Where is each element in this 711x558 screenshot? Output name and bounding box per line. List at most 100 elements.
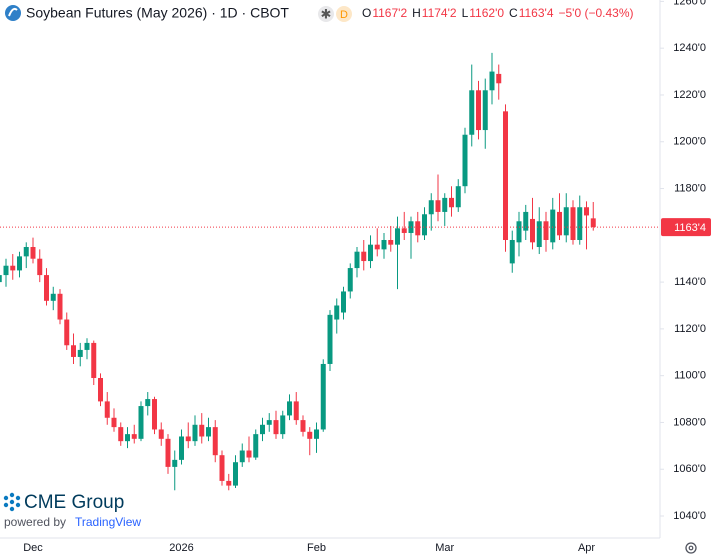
candle-body: [192, 424, 198, 442]
y-tick-label: 1040'0: [673, 510, 706, 522]
candle-body: [239, 450, 245, 463]
candle-body: [145, 399, 151, 407]
candle-body: [23, 247, 29, 257]
y-tick-label: 1060'0: [673, 463, 706, 475]
ohlc-value: 1163'4: [519, 6, 554, 20]
candle-body: [71, 345, 76, 357]
ohlc-key: O: [362, 6, 371, 20]
candle-body: [381, 239, 387, 250]
y-tick-label: 1140'0: [674, 276, 706, 288]
y-tick-label: 1200'0: [673, 136, 706, 148]
settings-icon[interactable]: [685, 542, 697, 554]
candle-body: [287, 401, 292, 416]
ohlc-value: 1162'0: [469, 6, 504, 20]
candle-body: [388, 239, 394, 245]
candle-body: [17, 256, 22, 271]
candle-body: [482, 90, 488, 131]
candle-body: [543, 221, 549, 240]
candle-body: [131, 434, 137, 439]
candle-body: [293, 401, 299, 421]
candle-body: [395, 228, 400, 245]
candle-body: [152, 399, 157, 430]
status-icon: [318, 6, 334, 22]
candle-body: [523, 211, 529, 231]
candle-body: [516, 221, 522, 243]
candle-body: [307, 431, 313, 439]
candle-body: [125, 434, 130, 442]
candle-body: [455, 186, 461, 208]
candle-body: [185, 436, 191, 442]
candle-body: [172, 459, 178, 467]
candle-body: [212, 427, 218, 456]
candle-body: [118, 427, 124, 442]
candle-body: [104, 401, 110, 418]
candle-body: [10, 265, 16, 271]
candle-body: [374, 244, 380, 250]
candle-body: [260, 424, 265, 435]
candle-body: [590, 218, 596, 228]
symbol-icon-leaf: [8, 7, 18, 17]
x-tick-label: 2026: [169, 542, 193, 554]
candle-body: [422, 214, 427, 236]
candle-body: [50, 293, 56, 301]
ohlc-key: H: [412, 6, 421, 20]
badge-bg[interactable]: [336, 6, 352, 22]
candle-body: [327, 314, 333, 364]
candle-body: [462, 134, 468, 187]
candle-body: [3, 265, 9, 276]
candle-body: [563, 207, 569, 236]
x-tick-label: Apr: [578, 542, 595, 554]
candle-body: [469, 90, 475, 135]
platform-link[interactable]: TradingView: [75, 515, 141, 529]
candle-body: [361, 251, 367, 262]
candle-body: [0, 275, 2, 283]
candle-body: [179, 436, 184, 460]
candle-body: [368, 244, 373, 262]
badge[interactable]: D: [340, 9, 348, 21]
candle-body: [219, 455, 225, 481]
candle-body: [57, 293, 63, 320]
settings-icon-center: [688, 545, 694, 551]
status-icon-glyph: ✱: [321, 6, 332, 21]
y-tick-label: 1100'0: [674, 370, 706, 382]
y-tick-label: 1240'0: [673, 42, 706, 54]
y-tick-label: 1260'0: [673, 0, 706, 7]
ohlc-change: −5'0 (−0.43%): [559, 6, 634, 20]
x-tick-label: Dec: [23, 542, 43, 554]
candle-body: [300, 420, 306, 432]
candle-body: [530, 218, 535, 243]
ohlc-key: L: [462, 6, 469, 20]
candle-body: [30, 247, 36, 259]
candle-body: [273, 420, 279, 435]
candle-body: [428, 200, 434, 215]
candle-body: [64, 319, 70, 346]
brand-logo: CME Group: [24, 492, 124, 513]
ohlc-value: 1174'2: [422, 6, 457, 20]
candle-body: [442, 197, 448, 212]
candle-body: [91, 342, 97, 379]
candle-body: [509, 239, 515, 264]
y-tick-label: 1080'0: [673, 416, 706, 428]
candle-body: [111, 417, 117, 428]
candle-body: [44, 275, 49, 301]
candle-body: [347, 268, 353, 292]
candle-body: [496, 73, 502, 84]
candle-body: [435, 200, 441, 212]
candle-body: [550, 209, 556, 243]
last-price-label: 1163'4: [674, 222, 706, 234]
candle-body: [503, 111, 508, 240]
cme-logo-icon: [3, 492, 21, 512]
candle-body: [206, 427, 211, 437]
candle-body: [253, 434, 259, 458]
candle-body: [266, 420, 272, 425]
candle-body: [415, 221, 421, 236]
candle-body: [401, 228, 407, 233]
candle-body: [354, 251, 360, 269]
candle-body: [98, 378, 103, 402]
ohlc-value: 1167'2: [372, 6, 407, 20]
candle-body: [233, 462, 238, 486]
candle-body: [165, 438, 171, 467]
